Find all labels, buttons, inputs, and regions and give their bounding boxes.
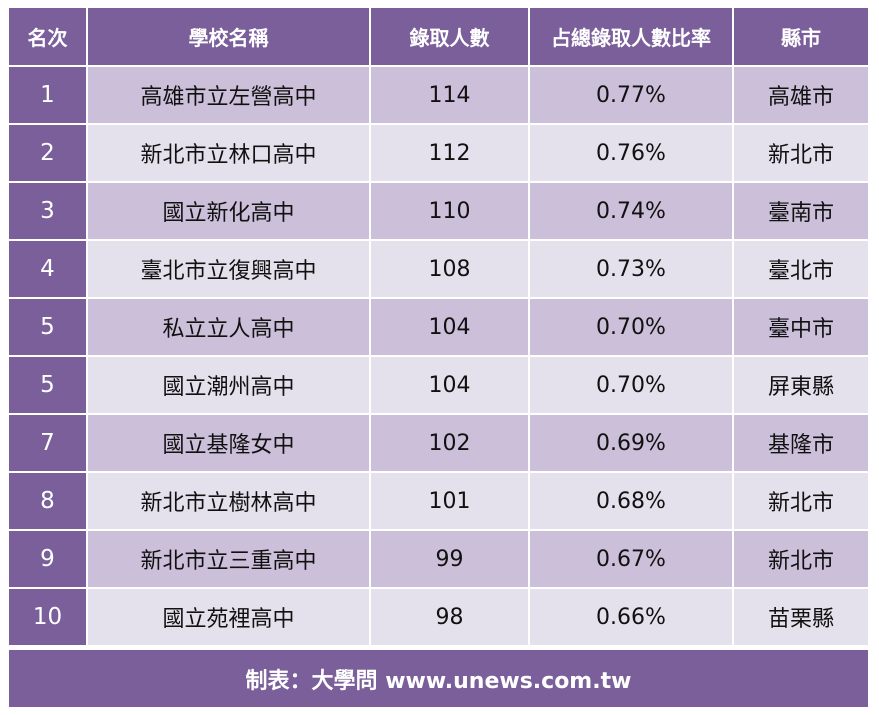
school-cell: 新北市立樹林高中 (87, 471, 371, 530)
admitted-cell: 98 (370, 587, 530, 645)
table-row: 4 臺北市立復興高中 108 0.73% 臺北市 (9, 239, 868, 298)
table-row: 5 國立潮州高中 104 0.70% 屏東縣 (9, 355, 868, 414)
admitted-cell: 101 (370, 471, 530, 530)
city-cell: 高雄市 (733, 65, 868, 124)
ratio-cell: 0.70% (529, 297, 734, 356)
table-row: 5 私立立人高中 104 0.70% 臺中市 (9, 297, 868, 356)
rank-cell: 3 (9, 181, 88, 240)
city-cell: 新北市 (733, 471, 868, 530)
ratio-cell: 0.76% (529, 123, 734, 182)
city-cell: 臺中市 (733, 297, 868, 356)
admitted-cell: 112 (370, 123, 530, 182)
city-cell: 新北市 (733, 529, 868, 588)
admitted-cell: 110 (370, 181, 530, 240)
school-cell: 私立立人高中 (87, 297, 371, 356)
city-cell: 新北市 (733, 123, 868, 182)
ratio-cell: 0.68% (529, 471, 734, 530)
rank-cell: 5 (9, 297, 88, 356)
school-cell: 國立基隆女中 (87, 413, 371, 472)
header-rank: 名次 (9, 8, 88, 66)
ranking-table-container: 名次 學校名稱 錄取人數 占總錄取人數比率 縣市 1 高雄市立左營高中 114 … (9, 8, 868, 645)
rank-cell: 1 (9, 65, 88, 124)
rank-cell: 9 (9, 529, 88, 588)
table-row: 1 高雄市立左營高中 114 0.77% 高雄市 (9, 65, 868, 124)
school-cell: 新北市立林口高中 (87, 123, 371, 182)
rank-cell: 4 (9, 239, 88, 298)
table-row: 7 國立基隆女中 102 0.69% 基隆市 (9, 413, 868, 472)
city-cell: 苗栗縣 (733, 587, 868, 645)
city-cell: 基隆市 (733, 413, 868, 472)
ratio-cell: 0.66% (529, 587, 734, 645)
admitted-cell: 108 (370, 239, 530, 298)
header-admission-ratio: 占總錄取人數比率 (529, 8, 734, 66)
school-cell: 高雄市立左營高中 (87, 65, 371, 124)
admitted-cell: 104 (370, 355, 530, 414)
admitted-cell: 104 (370, 297, 530, 356)
school-cell: 國立新化高中 (87, 181, 371, 240)
source-credit-footer: 制表：大學問 www.unews.com.tw (9, 650, 868, 707)
header-admitted-count: 錄取人數 (370, 8, 530, 66)
rank-cell: 2 (9, 123, 88, 182)
ratio-cell: 0.77% (529, 65, 734, 124)
rank-cell: 8 (9, 471, 88, 530)
ranking-table: 名次 學校名稱 錄取人數 占總錄取人數比率 縣市 1 高雄市立左營高中 114 … (9, 8, 868, 645)
table-header-row: 名次 學校名稱 錄取人數 占總錄取人數比率 縣市 (9, 8, 868, 66)
table-row: 9 新北市立三重高中 99 0.67% 新北市 (9, 529, 868, 588)
header-school-name: 學校名稱 (87, 8, 371, 66)
table-row: 8 新北市立樹林高中 101 0.68% 新北市 (9, 471, 868, 530)
school-cell: 國立苑裡高中 (87, 587, 371, 645)
city-cell: 臺南市 (733, 181, 868, 240)
ratio-cell: 0.69% (529, 413, 734, 472)
table-row: 3 國立新化高中 110 0.74% 臺南市 (9, 181, 868, 240)
ratio-cell: 0.73% (529, 239, 734, 298)
header-city: 縣市 (733, 8, 868, 66)
rank-cell: 7 (9, 413, 88, 472)
rank-cell: 5 (9, 355, 88, 414)
ratio-cell: 0.67% (529, 529, 734, 588)
admitted-cell: 102 (370, 413, 530, 472)
rank-cell: 10 (9, 587, 88, 645)
table-row: 2 新北市立林口高中 112 0.76% 新北市 (9, 123, 868, 182)
admitted-cell: 114 (370, 65, 530, 124)
school-cell: 臺北市立復興高中 (87, 239, 371, 298)
city-cell: 屏東縣 (733, 355, 868, 414)
table-row: 10 國立苑裡高中 98 0.66% 苗栗縣 (9, 587, 868, 645)
admitted-cell: 99 (370, 529, 530, 588)
school-cell: 新北市立三重高中 (87, 529, 371, 588)
city-cell: 臺北市 (733, 239, 868, 298)
ratio-cell: 0.70% (529, 355, 734, 414)
ratio-cell: 0.74% (529, 181, 734, 240)
school-cell: 國立潮州高中 (87, 355, 371, 414)
